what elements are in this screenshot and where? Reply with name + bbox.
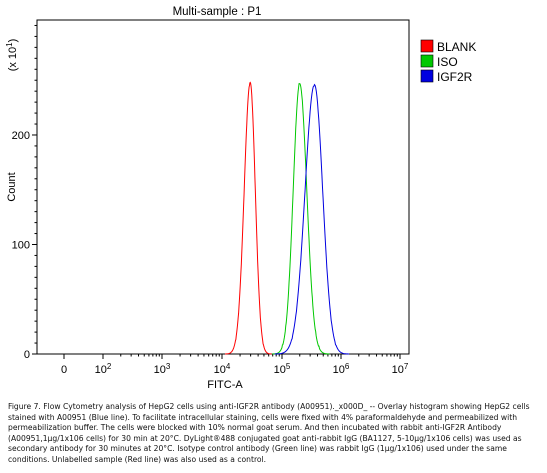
x-axis-ticks: 0 102 103 104 105 106 107 bbox=[61, 354, 409, 376]
y-tick-label: 100 bbox=[12, 239, 30, 251]
caption-text: Figure 7. Flow Cytometry analysis of Hep… bbox=[8, 402, 530, 464]
legend-label-blank: BLANK bbox=[437, 40, 476, 54]
x-tick-label: 102 bbox=[95, 362, 112, 377]
legend-label-iso: ISO bbox=[437, 55, 458, 69]
legend-swatch-iso bbox=[420, 54, 434, 68]
legend-swatch-igf2r bbox=[420, 69, 434, 83]
x-tick-label: 0 bbox=[61, 364, 67, 376]
figure-caption: Figure 7. Flow Cytometry analysis of Hep… bbox=[8, 402, 540, 466]
flow-cytometry-histogram: Multi-sample : P1 (x 101) Count FITC-A 0… bbox=[5, 6, 477, 391]
series-line-blank bbox=[224, 81, 272, 355]
plot-frame bbox=[36, 19, 410, 355]
x-tick-label: 104 bbox=[214, 362, 231, 377]
x-tick-label: 107 bbox=[392, 362, 409, 377]
y-multiplier-label-base: (x 10 bbox=[7, 47, 19, 71]
y-axis-ticks: 0 100 200 bbox=[12, 24, 37, 361]
legend-label-igf2r: IGF2R bbox=[437, 70, 473, 84]
y-axis-label: Count bbox=[6, 172, 18, 201]
y-tick-label: 200 bbox=[12, 130, 30, 142]
histogram-series bbox=[224, 81, 350, 355]
y-multiplier-close: ) bbox=[7, 39, 19, 43]
y-multiplier-exp: 1 bbox=[5, 42, 14, 47]
legend-swatch-blank bbox=[420, 39, 434, 53]
x-tick-label: 105 bbox=[274, 362, 291, 377]
series-line-igf2r bbox=[274, 83, 350, 355]
y-tick-label: 0 bbox=[24, 349, 30, 361]
x-tick-label: 106 bbox=[333, 362, 350, 377]
series-line-iso bbox=[272, 83, 330, 355]
x-axis-label: FITC-A bbox=[207, 379, 243, 391]
y-multiplier-label: (x 101) bbox=[5, 39, 20, 72]
chart-title: Multi-sample : P1 bbox=[173, 6, 262, 18]
x-tick-label: 103 bbox=[154, 362, 171, 377]
